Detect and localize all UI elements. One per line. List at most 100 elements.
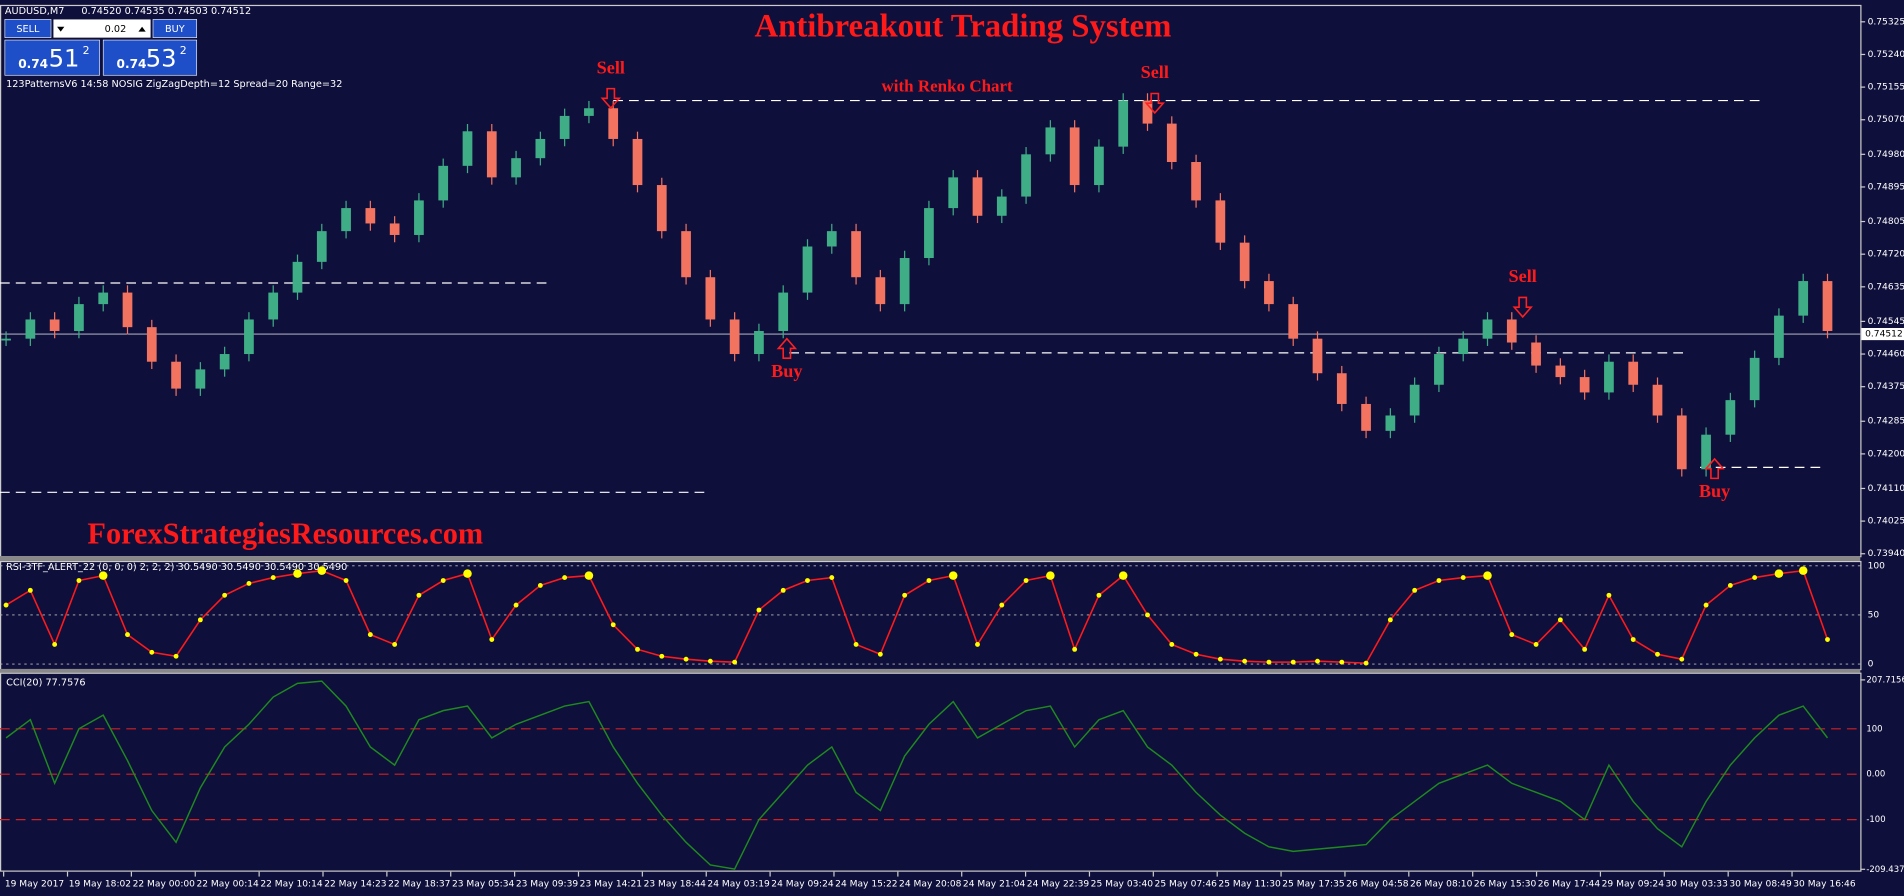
separator: [0, 668, 1861, 673]
candle: [122, 292, 133, 328]
candle: [171, 361, 181, 389]
indicator-info: 123PatternsV6 14:58 NOSIG ZigZagDepth=12…: [6, 79, 342, 90]
candle: [146, 327, 157, 362]
candle: [851, 231, 861, 278]
x-tick-label: 25 May 03:40: [1091, 879, 1154, 889]
y-tick-label: -209.4377: [1866, 865, 1904, 875]
y-tick-label: 0.74460: [1868, 350, 1904, 360]
rsi-dot: [707, 658, 713, 664]
candle: [1749, 357, 1760, 401]
quote: 0.74520 0.74535 0.74503 0.74512: [81, 6, 251, 17]
candle: [195, 369, 206, 389]
signal-arrow: [776, 337, 798, 359]
sell-label[interactable]: SELL: [16, 24, 40, 35]
rsi-dot: [317, 566, 327, 575]
y-tick-label: 0.74285: [1868, 417, 1904, 427]
rsi-dot: [756, 607, 762, 613]
rsi-dot: [149, 649, 155, 655]
candle: [1676, 415, 1687, 470]
candle: [729, 319, 740, 355]
symbol: AUDUSD,M7: [5, 6, 65, 17]
buy-big: 53: [146, 43, 177, 72]
buy-label[interactable]: BUY: [165, 24, 185, 35]
rsi-dot: [1557, 617, 1563, 623]
rsi-dot: [1655, 651, 1660, 657]
x-tick-label: 22 May 18:37: [388, 879, 451, 889]
candle: [1774, 315, 1784, 358]
y-tick-label: 0.75325: [1868, 17, 1904, 27]
y-tick-label: 0.75240: [1868, 50, 1904, 60]
y-tick-label: 50: [1868, 610, 1880, 620]
rsi-dot: [1339, 659, 1345, 665]
rsi-dot: [1023, 578, 1029, 583]
candle: [608, 108, 619, 139]
rsi-dot: [27, 587, 33, 593]
x-tick-label: 26 May 17:44: [1538, 879, 1601, 889]
buy-button[interactable]: [152, 19, 198, 38]
annotation: Sell: [1141, 62, 1169, 82]
y-tick-label: 100: [1866, 724, 1882, 734]
buy-price[interactable]: [102, 39, 198, 76]
rsi-dot: [732, 659, 738, 665]
rsi-dot: [1046, 571, 1055, 580]
candle: [1191, 162, 1201, 201]
candle: [1118, 100, 1129, 147]
candle: [292, 261, 303, 293]
x-tick-label: 22 May 10:14: [260, 879, 323, 889]
rsi-label: RSI-3TF_ALERT_22 (0, 0, 0) 2, 2, 2) 30.5…: [6, 562, 347, 573]
candle: [1434, 354, 1444, 385]
candle: [1215, 200, 1226, 243]
candle: [1701, 434, 1711, 470]
rsi-dot: [999, 602, 1005, 608]
sell-big: 51: [49, 43, 80, 72]
candle: [826, 231, 837, 247]
rsi-dot: [780, 587, 786, 593]
y-tick-label: 100: [1868, 561, 1886, 571]
rsi-dot: [343, 578, 349, 583]
rsi-dot: [1242, 658, 1248, 664]
rsi-dot: [173, 653, 179, 659]
y-tick-label: 0.74545: [1868, 317, 1904, 327]
candle: [705, 277, 716, 320]
candle: [1288, 304, 1299, 339]
candle: [656, 185, 667, 232]
sell-button[interactable]: [4, 19, 52, 38]
x-tick-label: 24 May 15:22: [835, 879, 897, 889]
rsi-dot: [76, 578, 82, 583]
rsi-dot: [463, 569, 472, 578]
lot-input[interactable]: [53, 19, 151, 38]
rsi-dot: [270, 575, 276, 580]
y-tick-label: 0.73940: [1868, 549, 1904, 559]
candle: [49, 319, 60, 331]
annotation: Sell: [597, 57, 625, 77]
y-tick-label: 0.74025: [1868, 517, 1904, 527]
x-tick-label: 24 May 20:08: [899, 879, 962, 889]
rsi-dot: [948, 571, 958, 580]
candle: [389, 223, 400, 235]
rsi-dot: [1460, 575, 1466, 580]
candle: [1312, 338, 1323, 374]
candle: [316, 231, 327, 262]
candle: [899, 258, 910, 305]
x-tick-label: 26 May 04:58: [1346, 879, 1409, 889]
rsi-dot: [1217, 656, 1223, 662]
rsi-dot: [926, 578, 932, 583]
y-tick-label: 0: [1868, 660, 1874, 670]
current-price-label: 0.74512: [1865, 330, 1903, 340]
rsi-dot: [1096, 592, 1102, 598]
y-tick-label: 0.00: [1866, 770, 1885, 780]
y-tick-label: 0.74895: [1868, 182, 1904, 192]
sell-price[interactable]: [4, 39, 100, 76]
signal-arrow: [600, 87, 622, 110]
candle: [778, 292, 789, 331]
candle: [972, 177, 983, 216]
rsi-dot: [562, 575, 568, 580]
candle: [584, 108, 594, 116]
rsi-dot: [1509, 632, 1515, 638]
candle: [1458, 338, 1469, 355]
x-tick-label: 24 May 03:19: [707, 879, 770, 889]
rsi-dot: [1412, 587, 1418, 593]
candle: [1069, 127, 1080, 186]
